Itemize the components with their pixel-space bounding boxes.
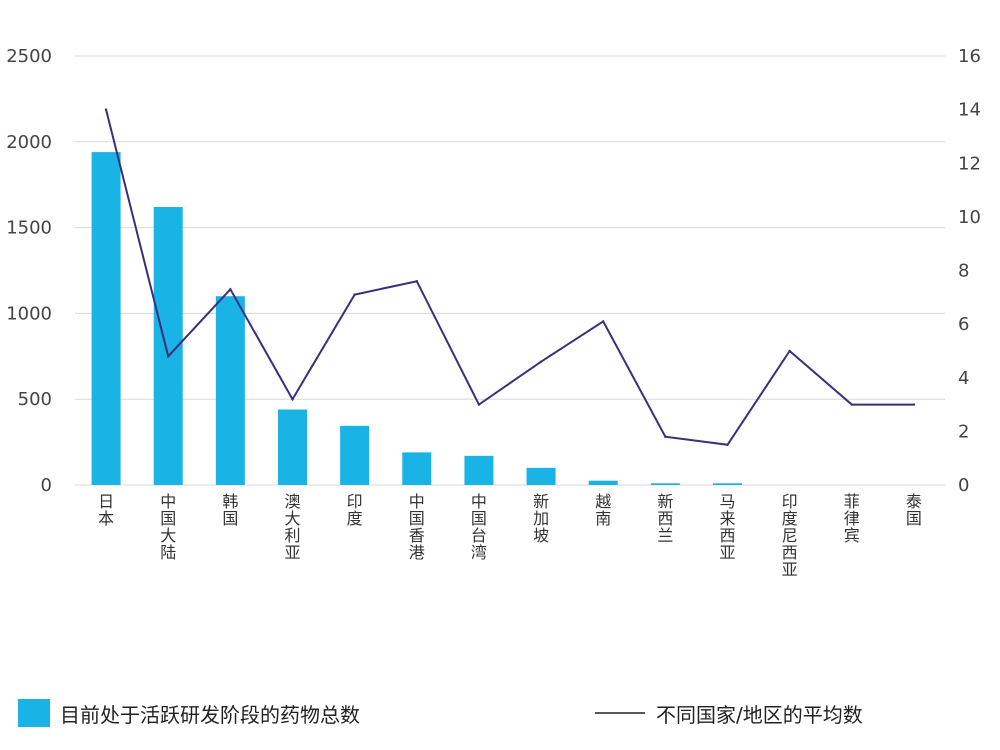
category-label: 马来西亚	[720, 492, 736, 562]
bar	[526, 467, 556, 485]
bar	[650, 483, 680, 485]
right-tick-label: 6	[958, 314, 969, 335]
line-point	[353, 293, 356, 296]
category-label: 韩国	[222, 492, 238, 528]
line-series	[104, 108, 916, 446]
left-tick-label: 0	[41, 475, 52, 496]
bar	[340, 425, 370, 485]
left-y-axis: 0 500 1000 1500 2000 2500	[6, 46, 52, 496]
line-point	[167, 355, 170, 358]
legend-bar-swatch	[18, 699, 50, 727]
bar	[278, 409, 307, 485]
right-tick-label: 2	[958, 421, 969, 442]
left-tick-label: 2000	[6, 132, 52, 153]
category-label: 印度	[347, 492, 363, 528]
right-y-axis: 0 2 4 6 8 10 12 14 16	[958, 46, 981, 496]
line-point	[788, 349, 791, 353]
line-point	[104, 108, 108, 111]
right-tick-label: 16	[958, 46, 981, 67]
line-point	[291, 398, 294, 401]
legend-line-label: 不同国家/地区的平均数	[656, 703, 863, 727]
left-tick-label: 2500	[6, 46, 52, 67]
line-point	[229, 288, 232, 291]
category-label: 日本	[98, 492, 114, 528]
category-label: 新加坡	[533, 492, 549, 545]
category-label: 中国香港	[409, 492, 425, 562]
category-axis: 日本 中国大陆 韩国 澳大利亚 印度 中国香港 中国台湾 新加坡 越南 新西兰 马来西亚 印度尼西亚 菲…	[98, 492, 922, 579]
right-tick-label: 14	[958, 100, 981, 121]
bar	[588, 480, 618, 485]
right-tick-label: 10	[958, 207, 981, 228]
line-point	[477, 403, 481, 406]
bar-series	[91, 152, 742, 485]
line-point	[415, 280, 418, 283]
left-tick-label: 1000	[6, 303, 52, 324]
bar	[215, 296, 245, 485]
category-label: 越南	[595, 492, 611, 528]
line-point	[664, 435, 667, 438]
bar	[713, 483, 742, 485]
line-point	[850, 403, 853, 406]
category-label: 中国台湾	[471, 492, 487, 562]
category-label: 中国大陆	[160, 492, 176, 562]
category-label: 印度尼西亚	[782, 492, 798, 579]
right-tick-label: 0	[958, 475, 969, 496]
line-point	[539, 360, 543, 363]
legend-bar-label: 目前处于活跃研发阶段的药物总数	[60, 703, 360, 727]
category-label: 澳大利亚	[285, 492, 301, 562]
series-line	[105, 109, 914, 446]
category-label: 新西兰	[657, 492, 673, 545]
bar	[464, 455, 494, 485]
line-point	[912, 403, 916, 406]
category-label: 菲律宾	[844, 492, 860, 545]
gridlines	[75, 55, 945, 486]
bar	[402, 452, 432, 485]
right-tick-label: 4	[958, 368, 969, 389]
legend: 目前处于活跃研发阶段的药物总数 不同国家/地区的平均数	[18, 699, 863, 727]
left-tick-label: 1500	[6, 218, 52, 239]
line-point	[602, 320, 605, 323]
right-tick-label: 12	[958, 153, 981, 174]
left-tick-label: 500	[18, 389, 52, 410]
right-tick-label: 8	[958, 261, 969, 282]
line-point	[726, 443, 729, 446]
bar	[91, 152, 121, 485]
category-label: 泰国	[906, 492, 922, 528]
